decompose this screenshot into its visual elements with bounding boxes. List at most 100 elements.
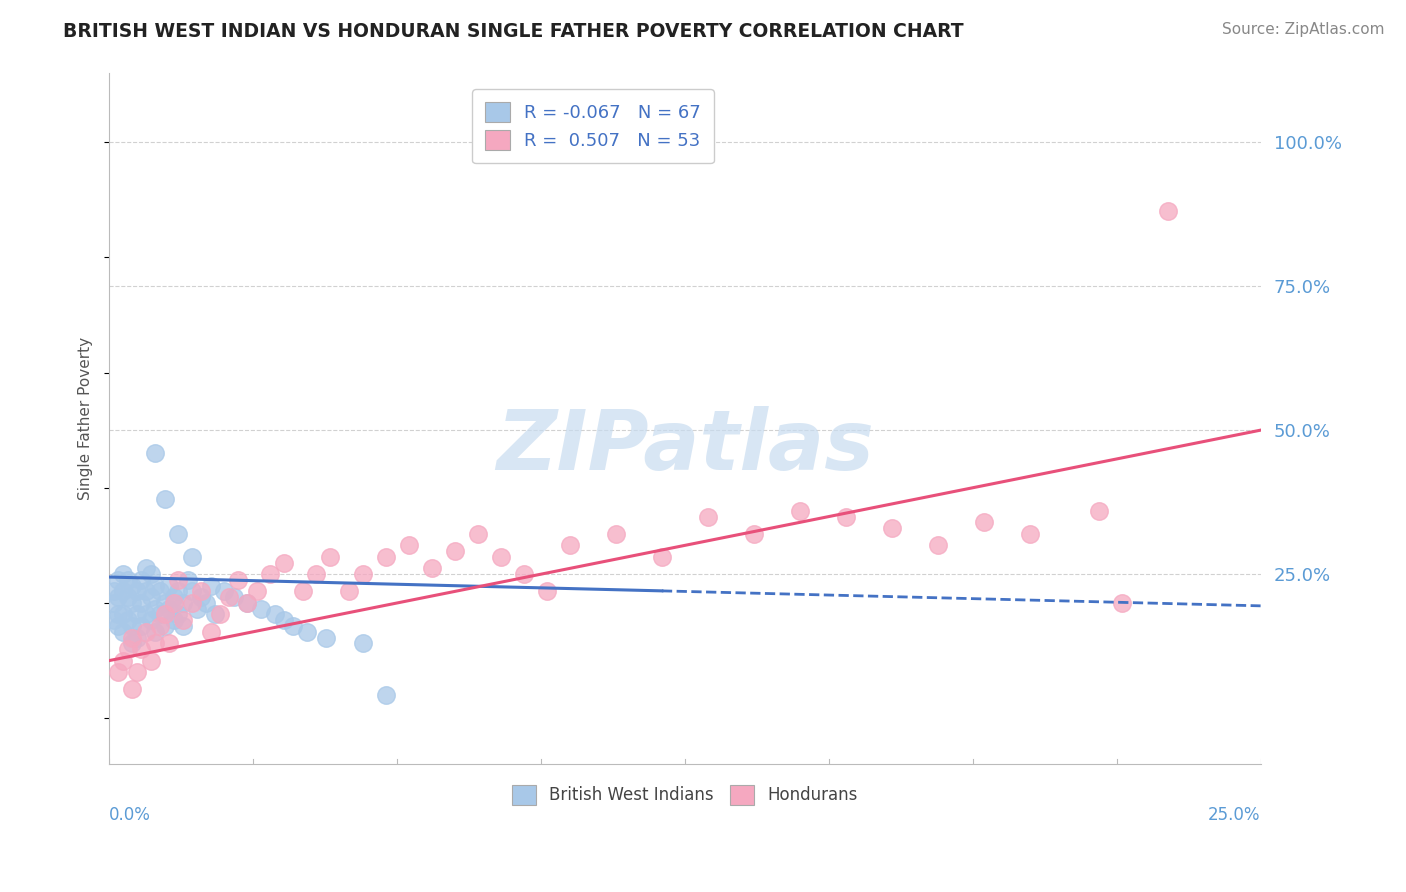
Point: [149, 619, 172, 633]
Point: [1088, 504, 1111, 518]
Point: [420, 561, 443, 575]
Point: [1019, 526, 1042, 541]
Point: [315, 631, 337, 645]
Point: [236, 596, 259, 610]
Point: [443, 544, 465, 558]
Point: [125, 584, 148, 599]
Point: [139, 567, 162, 582]
Point: [139, 591, 162, 605]
Point: [605, 526, 627, 541]
Point: [153, 619, 176, 633]
Point: [135, 561, 157, 575]
Point: [467, 526, 489, 541]
Point: [135, 624, 157, 639]
Point: [558, 538, 581, 552]
Point: [121, 619, 143, 633]
Point: [135, 607, 157, 622]
Point: [236, 596, 259, 610]
Point: [283, 619, 305, 633]
Point: [125, 631, 148, 645]
Point: [121, 682, 143, 697]
Point: [273, 613, 295, 627]
Point: [204, 607, 226, 622]
Point: [319, 549, 342, 564]
Point: [190, 584, 212, 599]
Point: [107, 591, 129, 605]
Point: [157, 601, 180, 615]
Point: [222, 591, 245, 605]
Point: [167, 607, 190, 622]
Point: [297, 624, 319, 639]
Point: [273, 556, 295, 570]
Point: [512, 567, 534, 582]
Point: [226, 573, 249, 587]
Point: [112, 654, 135, 668]
Point: [121, 631, 143, 645]
Point: [1111, 596, 1133, 610]
Text: 25.0%: 25.0%: [1208, 805, 1261, 823]
Point: [112, 584, 135, 599]
Point: [246, 584, 269, 599]
Point: [107, 619, 129, 633]
Point: [172, 619, 194, 633]
Point: [181, 596, 204, 610]
Point: [374, 549, 396, 564]
Point: [250, 601, 273, 615]
Text: 0.0%: 0.0%: [110, 805, 150, 823]
Point: [149, 584, 172, 599]
Point: [1157, 204, 1180, 219]
Point: [131, 619, 153, 633]
Point: [651, 549, 673, 564]
Point: [167, 584, 190, 599]
Point: [305, 567, 328, 582]
Point: [153, 607, 176, 622]
Point: [139, 654, 162, 668]
Point: [882, 521, 904, 535]
Point: [835, 509, 858, 524]
Point: [194, 596, 217, 610]
Point: [337, 584, 360, 599]
Point: [163, 596, 186, 610]
Point: [107, 607, 129, 622]
Point: [190, 591, 212, 605]
Point: [167, 573, 190, 587]
Point: [218, 591, 240, 605]
Point: [143, 579, 166, 593]
Point: [117, 573, 139, 587]
Point: [103, 596, 125, 610]
Point: [181, 584, 204, 599]
Point: [200, 624, 222, 639]
Point: [789, 504, 811, 518]
Point: [157, 636, 180, 650]
Point: [125, 607, 148, 622]
Point: [352, 567, 374, 582]
Point: [131, 573, 153, 587]
Point: [742, 526, 765, 541]
Point: [143, 446, 166, 460]
Point: [121, 579, 143, 593]
Point: [117, 642, 139, 657]
Point: [153, 596, 176, 610]
Point: [125, 665, 148, 679]
Point: [374, 688, 396, 702]
Legend: British West Indians, Hondurans: British West Indians, Hondurans: [506, 779, 865, 811]
Point: [181, 549, 204, 564]
Point: [200, 579, 222, 593]
Point: [121, 596, 143, 610]
Text: ZIPatlas: ZIPatlas: [496, 406, 875, 487]
Point: [103, 613, 125, 627]
Point: [973, 516, 995, 530]
Text: Source: ZipAtlas.com: Source: ZipAtlas.com: [1222, 22, 1385, 37]
Point: [143, 624, 166, 639]
Point: [107, 573, 129, 587]
Point: [131, 596, 153, 610]
Point: [112, 624, 135, 639]
Y-axis label: Single Father Poverty: Single Father Poverty: [79, 337, 93, 500]
Point: [103, 584, 125, 599]
Point: [172, 613, 194, 627]
Point: [352, 636, 374, 650]
Point: [214, 584, 236, 599]
Point: [143, 601, 166, 615]
Point: [153, 492, 176, 507]
Point: [398, 538, 420, 552]
